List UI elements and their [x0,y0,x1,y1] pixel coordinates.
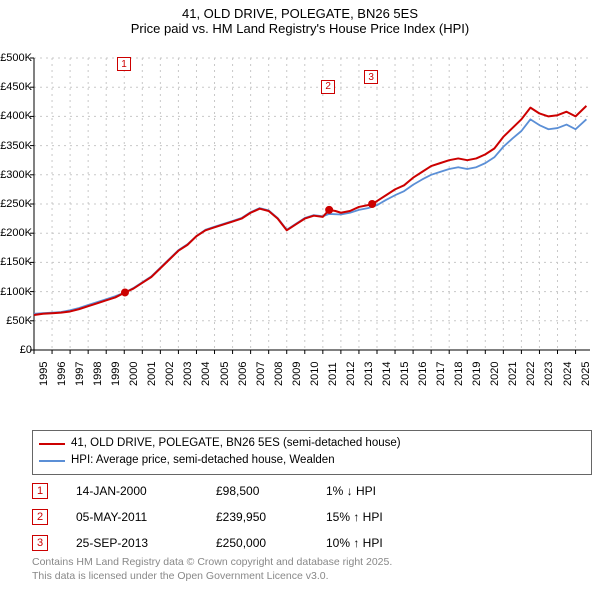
y-tick-label: £250K [0,198,32,210]
price-chart: £0 £50K £100K £150K £200K £250K £300K £350K £400… [0,50,595,380]
x-tick-label: 2016 [417,362,429,386]
y-tick-label: £350K [0,140,32,152]
x-tick-label: 2013 [363,362,375,386]
x-tick-label: 2011 [327,362,339,386]
x-tick-label: 2005 [219,362,231,386]
x-tick-label: 1995 [38,362,50,386]
legend-label-property: 41, OLD DRIVE, POLEGATE, BN26 5ES (semi-… [71,435,401,452]
footer-attribution: Contains HM Land Registry data © Crown c… [32,556,392,583]
x-tick-label: 2007 [255,362,267,386]
footer-line-1: Contains HM Land Registry data © Crown c… [32,556,392,570]
sale-row-2: 2 05-MAY-2011 £239,950 15% ↑ HPI [32,504,426,530]
y-tick-label: £100K [0,286,32,298]
x-tick-label: 1996 [56,362,68,386]
y-tick-label: £200K [0,227,32,239]
sale-delta-2: 15% ↑ HPI [326,510,426,524]
sale-date-2: 05-MAY-2011 [76,510,216,524]
sale-marker-3: 3 [32,535,48,551]
x-tick-label: 2001 [146,362,158,386]
legend-box: 41, OLD DRIVE, POLEGATE, BN26 5ES (semi-… [32,430,592,475]
x-tick-label: 2008 [273,362,285,386]
sale-marker-2: 2 [32,509,48,525]
y-tick-label: £300K [0,169,32,181]
legend-item-property: 41, OLD DRIVE, POLEGATE, BN26 5ES (semi-… [39,435,585,452]
legend-item-hpi: HPI: Average price, semi-detached house,… [39,452,585,469]
x-tick-label: 2017 [435,362,447,386]
y-tick-label: £500K [0,52,32,64]
footer-line-2: This data is licensed under the Open Gov… [32,570,392,584]
sale-delta-3: 10% ↑ HPI [326,536,426,550]
x-tick-label: 2000 [128,362,140,386]
chart-sale-marker-3: 3 [364,70,378,84]
x-tick-label: 1998 [92,362,104,386]
sales-table: 1 14-JAN-2000 £98,500 1% ↓ HPI 2 05-MAY-… [32,478,426,556]
sale-price-2: £239,950 [216,510,326,524]
y-tick-label: £450K [0,81,32,93]
sale-price-1: £98,500 [216,484,326,498]
chart-sale-marker-2: 2 [321,80,335,94]
sale-row-1: 1 14-JAN-2000 £98,500 1% ↓ HPI [32,478,426,504]
y-tick-label: £400K [0,110,32,122]
x-tick-label: 2003 [182,362,194,386]
legend-swatch-hpi [39,460,65,462]
x-tick-label: 2024 [562,362,574,386]
y-tick-label: £50K [0,315,32,327]
title-line-1: 41, OLD DRIVE, POLEGATE, BN26 5ES [0,6,600,21]
sale-date-1: 14-JAN-2000 [76,484,216,498]
title-line-2: Price paid vs. HM Land Registry's House … [0,21,600,36]
legend-swatch-property [39,443,65,445]
x-tick-label: 2010 [309,362,321,386]
x-tick-label: 2021 [507,362,519,386]
chart-svg [0,50,595,380]
page-container: 41, OLD DRIVE, POLEGATE, BN26 5ES Price … [0,0,600,590]
sale-row-3: 3 25-SEP-2013 £250,000 10% ↑ HPI [32,530,426,556]
x-tick-label: 2006 [237,362,249,386]
x-tick-label: 2004 [200,362,212,386]
x-tick-label: 2020 [489,362,501,386]
sale-date-3: 25-SEP-2013 [76,536,216,550]
x-tick-label: 2023 [543,362,555,386]
x-tick-label: 2002 [164,362,176,386]
x-tick-label: 2014 [381,362,393,386]
y-tick-label: £150K [0,256,32,268]
x-tick-label: 2018 [453,362,465,386]
legend-label-hpi: HPI: Average price, semi-detached house,… [71,452,335,469]
x-tick-label: 1999 [110,362,122,386]
x-tick-label: 2022 [525,362,537,386]
x-tick-label: 1997 [74,362,86,386]
title-block: 41, OLD DRIVE, POLEGATE, BN26 5ES Price … [0,0,600,36]
x-tick-label: 2025 [580,362,592,386]
chart-sale-marker-1: 1 [117,57,131,71]
sale-delta-1: 1% ↓ HPI [326,484,426,498]
x-tick-label: 2009 [291,362,303,386]
sale-price-3: £250,000 [216,536,326,550]
x-tick-label: 2019 [471,362,483,386]
sale-marker-1: 1 [32,483,48,499]
y-tick-label: £0 [0,344,32,356]
x-tick-label: 2012 [345,362,357,386]
x-tick-label: 2015 [399,362,411,386]
